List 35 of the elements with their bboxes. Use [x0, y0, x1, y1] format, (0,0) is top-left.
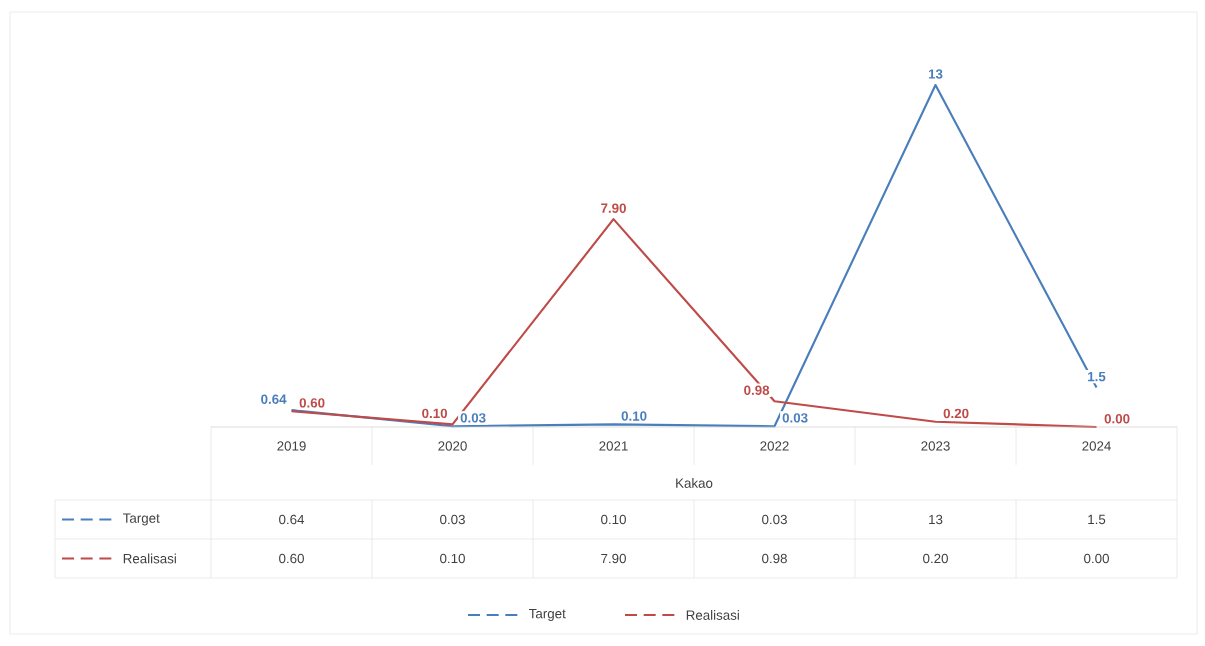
- legend-label: Target: [123, 513, 160, 526]
- data-label: 13: [929, 514, 943, 525]
- data-label: 1.5: [1088, 514, 1106, 525]
- text: Target: [529, 609, 566, 621]
- data-label: 0.98: [762, 553, 787, 564]
- text: 0.20: [943, 408, 969, 419]
- data-label: 0.20: [923, 553, 948, 564]
- data-label: 0.10: [440, 553, 465, 564]
- data-label: 0.64: [279, 514, 305, 525]
- text: 0.64: [261, 394, 287, 404]
- x-axis-title: Kakao: [676, 478, 713, 488]
- data-label: 0.03: [440, 514, 465, 525]
- data-label: 0.60: [279, 553, 304, 564]
- x-tick-label: 2019: [277, 441, 306, 451]
- data-label: 0.00: [1084, 553, 1109, 564]
- text: 0.03: [782, 413, 808, 423]
- data-label: 0.10: [601, 514, 626, 525]
- text: 0.60: [299, 398, 325, 408]
- text: 1.5: [1088, 371, 1106, 382]
- x-tick-label: 2024: [1082, 441, 1111, 451]
- x-tick-label: 2022: [760, 441, 789, 451]
- x-tick-label: 2023: [921, 441, 950, 451]
- legend-label: Realisasi: [123, 553, 176, 564]
- text: 0.98: [744, 385, 770, 395]
- text: 0.00: [1104, 413, 1130, 424]
- x-tick-label: 2020: [438, 441, 467, 451]
- text: 7.90: [601, 203, 626, 213]
- text: 0.03: [460, 413, 486, 423]
- x-tick-label: 2021: [599, 441, 628, 451]
- text: 0.10: [422, 408, 448, 419]
- data-label: 0.03: [762, 514, 787, 525]
- text: 13: [928, 69, 943, 79]
- text: 0.10: [621, 411, 647, 421]
- text: Realisasi: [686, 610, 739, 620]
- data-label: 7.90: [601, 553, 626, 564]
